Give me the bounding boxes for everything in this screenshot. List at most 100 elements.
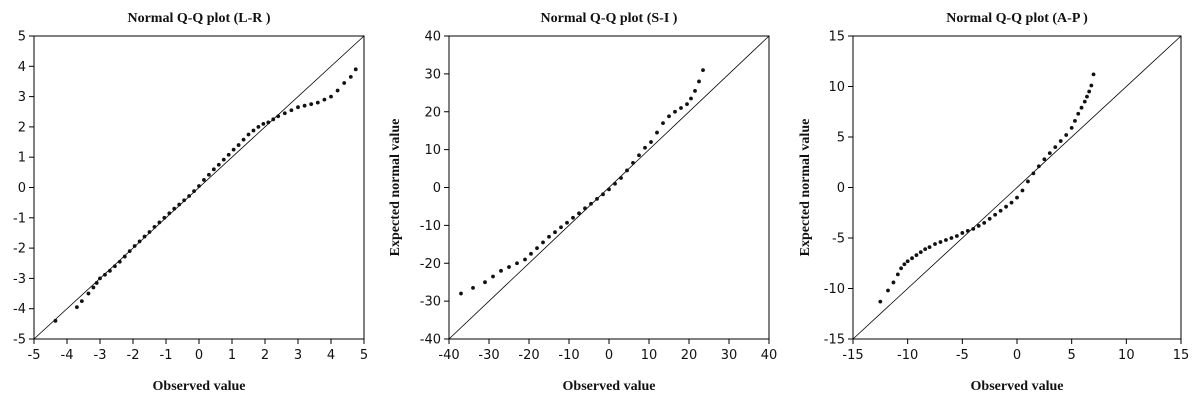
data-point bbox=[177, 202, 182, 207]
data-point bbox=[976, 223, 981, 228]
chart-title: Normal Q-Q plot (S-I ) bbox=[541, 11, 678, 26]
data-point bbox=[261, 121, 266, 126]
data-point bbox=[577, 211, 581, 216]
data-point bbox=[1091, 72, 1096, 77]
data-point bbox=[329, 94, 333, 99]
data-point bbox=[182, 198, 187, 203]
data-point bbox=[949, 236, 954, 240]
y-tick-label: -4 bbox=[13, 302, 26, 317]
data-point bbox=[1004, 204, 1008, 209]
x-tick-label: -15 bbox=[842, 348, 863, 363]
data-point bbox=[914, 253, 919, 258]
data-point bbox=[1087, 89, 1092, 94]
data-point bbox=[127, 249, 132, 254]
x-tick-label: 0 bbox=[1013, 348, 1021, 363]
data-point bbox=[207, 172, 211, 177]
y-tick-label: -20 bbox=[420, 257, 441, 272]
data-point bbox=[202, 178, 206, 182]
y-axis-label: Expected normal value bbox=[388, 119, 403, 257]
data-point bbox=[216, 162, 221, 167]
x-axis-label: Observed value bbox=[971, 379, 1064, 394]
x-tick-label: 0 bbox=[605, 348, 613, 363]
data-point bbox=[296, 105, 300, 110]
data-point bbox=[1009, 200, 1014, 205]
y-tick-label: 1 bbox=[18, 151, 26, 166]
data-point bbox=[1069, 126, 1074, 130]
x-tick-label: 10 bbox=[641, 348, 658, 363]
x-tick-label: -10 bbox=[558, 348, 579, 363]
x-tick-label: -10 bbox=[897, 348, 918, 363]
data-point bbox=[192, 189, 196, 194]
y-tick-label: 40 bbox=[424, 30, 441, 45]
data-point bbox=[53, 318, 58, 323]
data-point bbox=[571, 215, 575, 220]
data-point bbox=[282, 111, 287, 116]
data-point bbox=[613, 181, 617, 186]
data-point bbox=[1076, 111, 1081, 116]
x-tick-label: -5 bbox=[28, 348, 41, 363]
data-point bbox=[251, 128, 256, 133]
data-point bbox=[231, 147, 236, 152]
data-point bbox=[541, 240, 545, 245]
data-point bbox=[1042, 157, 1047, 162]
y-tick-label: 30 bbox=[424, 67, 441, 82]
x-tick-label: 4 bbox=[327, 348, 335, 363]
x-tick-label: -1 bbox=[160, 348, 173, 363]
x-tick-label: 40 bbox=[761, 348, 778, 363]
data-point bbox=[147, 230, 152, 234]
data-point bbox=[643, 145, 647, 150]
data-point bbox=[971, 227, 976, 231]
data-point bbox=[226, 152, 231, 157]
data-point bbox=[938, 240, 943, 244]
data-point bbox=[157, 220, 162, 225]
data-point bbox=[595, 196, 599, 201]
data-point bbox=[878, 299, 883, 304]
data-point bbox=[553, 230, 557, 235]
data-point bbox=[529, 251, 533, 256]
data-point bbox=[91, 285, 96, 290]
data-point bbox=[1053, 145, 1058, 150]
data-point bbox=[547, 234, 551, 239]
x-tick-label: 5 bbox=[1068, 348, 1076, 363]
data-point bbox=[667, 114, 671, 119]
data-point bbox=[75, 305, 79, 310]
data-point bbox=[649, 140, 653, 144]
x-tick-label: 30 bbox=[721, 348, 738, 363]
y-tick-label: 4 bbox=[18, 60, 26, 75]
data-point bbox=[507, 265, 511, 269]
y-tick-label: -40 bbox=[420, 333, 441, 348]
data-point bbox=[960, 231, 965, 235]
data-point bbox=[142, 234, 147, 239]
y-tick-label: 2 bbox=[18, 120, 26, 135]
data-point bbox=[589, 201, 593, 206]
data-point bbox=[271, 117, 276, 122]
data-point bbox=[689, 96, 693, 101]
x-tick-label: 0 bbox=[195, 348, 203, 363]
y-tick-label: 0 bbox=[433, 181, 441, 196]
data-point bbox=[112, 264, 117, 269]
data-point bbox=[895, 272, 900, 277]
y-tick-label: 3 bbox=[18, 90, 26, 105]
data-point bbox=[236, 143, 241, 147]
data-point bbox=[1047, 151, 1052, 156]
x-tick-label: -3 bbox=[94, 348, 107, 363]
data-point bbox=[79, 299, 84, 304]
data-point bbox=[954, 234, 959, 238]
data-point bbox=[701, 68, 705, 72]
x-axis-label: Observed value bbox=[153, 379, 246, 394]
data-point bbox=[993, 212, 998, 217]
data-point bbox=[625, 168, 629, 173]
y-tick-label: 5 bbox=[837, 131, 845, 146]
data-point bbox=[1031, 171, 1036, 176]
data-point bbox=[302, 103, 307, 108]
data-point bbox=[342, 81, 347, 85]
data-point bbox=[631, 160, 635, 165]
data-point bbox=[471, 285, 475, 290]
qq-plot-lr: Normal Q-Q plot (L-R ) -5 -4 -3 -2 -1 0 1 2 3 4 5 -5… bbox=[13, 11, 368, 394]
data-point bbox=[902, 262, 907, 267]
y-tick-label: -1 bbox=[13, 211, 26, 226]
x-tick-label: -20 bbox=[518, 348, 539, 363]
data-point bbox=[266, 120, 271, 125]
data-point bbox=[515, 261, 519, 266]
data-point bbox=[98, 276, 102, 281]
